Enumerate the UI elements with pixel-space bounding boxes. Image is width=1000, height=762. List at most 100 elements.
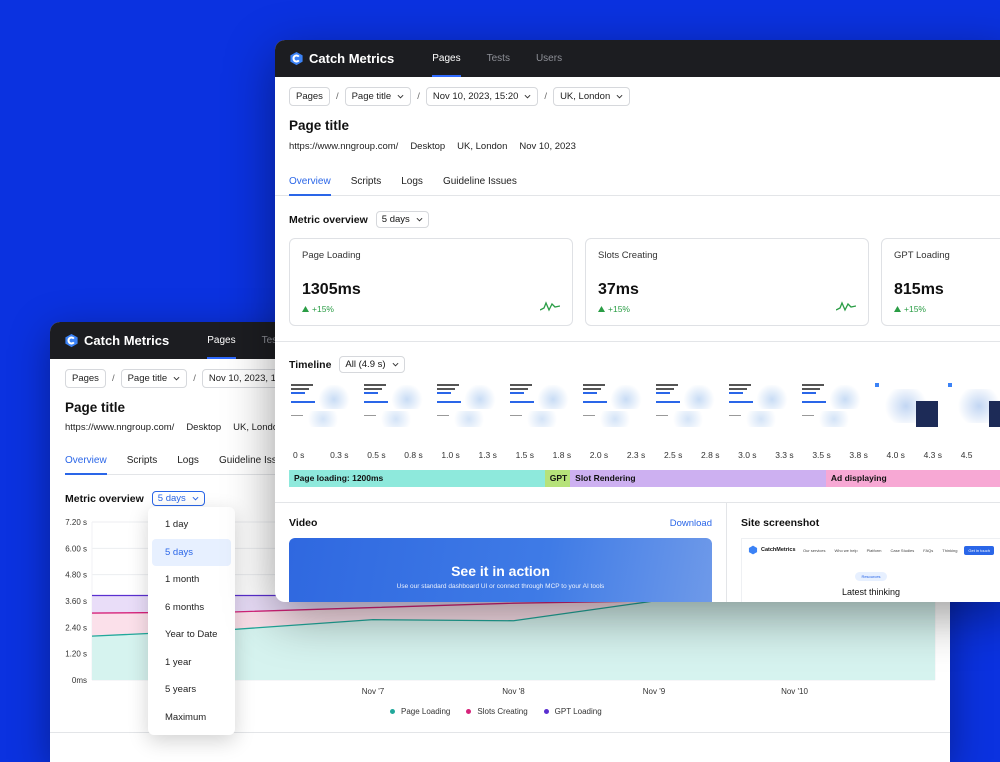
tab-overview[interactable]: Overview (65, 455, 107, 475)
x-tick-label: Nov '7 (362, 687, 385, 696)
video-player[interactable]: See it in action Use our standard dashbo… (289, 538, 712, 602)
download-link[interactable]: Download (669, 517, 712, 529)
filmstrip-frame[interactable] (435, 381, 502, 437)
breadcrumb-page-select[interactable]: Page title (120, 369, 188, 388)
breadcrumb-pages[interactable]: Pages (65, 369, 106, 388)
breadcrumb-location-select[interactable]: UK, London (553, 87, 631, 106)
catch-metrics-logo-icon (65, 333, 78, 348)
legend-page-loading: Page Loading (390, 707, 450, 716)
tab-guideline-issues[interactable]: Guideline Issues (442, 176, 517, 187)
nav-tests[interactable]: Tests (486, 53, 510, 64)
video-hero-subtitle: Use our standard dashboard UI or connect… (396, 583, 605, 590)
metric-card-slots-creating[interactable]: Slots Creating 37ms +15% (585, 238, 869, 326)
metric-overview-header: Metric overview 5 days (289, 211, 1000, 228)
chevron-down-icon (616, 94, 623, 99)
timeline-section: Timeline All (4.9 s) 0 s 0.3 s 0.5 s 0.8 s 1… (275, 341, 1000, 487)
page-device: Desktop (186, 422, 222, 433)
nav-users[interactable]: Users (535, 53, 563, 64)
site-brand: CatchMetrics (761, 547, 796, 553)
filmstrip-frame[interactable] (946, 381, 1000, 437)
tab-logs[interactable]: Logs (401, 176, 423, 187)
filmstrip-frame[interactable] (508, 381, 575, 437)
phase-ad-displaying[interactable]: Ad displaying (825, 470, 1000, 487)
metric-card-value: 815ms (894, 281, 944, 298)
metric-card-value: 1305ms (302, 281, 361, 298)
tab-scripts[interactable]: Scripts (126, 455, 158, 466)
tab-guideline-issues[interactable]: Guideline Issues (218, 455, 293, 466)
phase-slot-rendering[interactable]: Slot Rendering (570, 470, 826, 487)
timeline-tick: 1.3 s (478, 450, 497, 460)
chevron-down-icon (397, 94, 404, 99)
nav-tests[interactable]: Tests (261, 335, 285, 346)
filmstrip-frame[interactable] (289, 381, 356, 437)
brand-name: Catch Metrics (309, 51, 395, 66)
y-tick-label: 6.00 s (65, 544, 87, 553)
range-option-5-years[interactable]: 5 years (165, 684, 197, 695)
timeline-label: Timeline (289, 358, 332, 371)
page-location: UK, London (457, 141, 508, 152)
timeline-filter-select[interactable]: All (4.9 s) (339, 356, 405, 373)
tab-overview[interactable]: Overview (289, 176, 331, 196)
filmstrip-frame[interactable] (727, 381, 794, 437)
filmstrip-frame[interactable] (362, 381, 429, 437)
chevron-down-icon (392, 362, 398, 367)
brand[interactable]: Catch Metrics (289, 51, 394, 66)
page-tabs: Overview Scripts Logs Guideline Issues (275, 176, 1000, 196)
metric-card-value: 37ms (598, 281, 639, 298)
filmstrip-frame[interactable] (800, 381, 867, 437)
timeline-header: Timeline All (4.9 s) (289, 356, 1000, 373)
timeline-tick: 0.8 s (404, 450, 423, 460)
bottom-panels: Video Download See it in action Use our … (275, 502, 1000, 602)
brand[interactable]: Catch Metrics (64, 333, 169, 348)
range-select[interactable]: 5 days (375, 211, 429, 228)
range-option-5-days[interactable]: 5 days (152, 538, 231, 566)
timeline-tick: 3.0 s (738, 450, 757, 460)
metric-cards: Page Loading 1305ms +15% Slots Creating … (289, 238, 1000, 326)
video-label: Video (289, 517, 318, 529)
phase-page-loading[interactable]: Page loading: 1200ms (289, 470, 545, 487)
range-option-1-year[interactable]: 1 year (165, 656, 192, 668)
site-screenshot-label: Site screenshot (741, 517, 820, 529)
timeline-filter-value: All (4.9 s) (345, 359, 386, 370)
y-tick-label: 4.80 s (65, 571, 87, 580)
range-select[interactable]: 5 days (151, 491, 205, 506)
timeline-ticks: 0 s 0.3 s 0.5 s 0.8 s 1.0 s 1.3 s 1.5 s 1.8 s 2.… (289, 450, 1000, 460)
metric-card-delta: +15% (302, 304, 560, 314)
site-screenshot-image[interactable]: CatchMetrics Our services Who we help Plat… (741, 538, 1000, 602)
legend-slots-creating: Slots Creating (466, 707, 528, 716)
tab-logs[interactable]: Logs (177, 455, 199, 466)
timeline-tick: 4.3 s (923, 450, 943, 460)
metric-card-page-loading[interactable]: Page Loading 1305ms +15% (289, 238, 573, 326)
timeline-tick: 1.0 s (441, 450, 460, 460)
brand-name: Catch Metrics (84, 333, 170, 348)
y-tick-label: 7.20 s (65, 518, 87, 527)
site-cta: Get in touch (964, 545, 994, 555)
range-option-1-day[interactable]: 1 day (165, 519, 189, 530)
filmstrip-frame[interactable] (873, 381, 940, 437)
metric-card-label: Page Loading (302, 250, 361, 261)
nav-pages[interactable]: Pages (207, 322, 236, 359)
phase-gpt[interactable]: GPT (544, 470, 571, 487)
range-option-1-month[interactable]: 1 month (165, 574, 200, 585)
breadcrumb-page-select[interactable]: Page title (344, 87, 412, 106)
breadcrumb-date-select[interactable]: Nov 10, 2023, 15:20 (425, 87, 539, 106)
y-tick-label: 2.40 s (65, 623, 87, 632)
filmstrip-frame[interactable] (581, 381, 648, 437)
metric-card-label: GPT Loading (894, 250, 950, 261)
y-tick-label: 1.20 s (65, 650, 87, 659)
metric-card-gpt-loading[interactable]: GPT Loading 815ms +15% (881, 238, 1000, 326)
trend-up-icon (894, 306, 901, 312)
page-meta: https://www.nngroup.com/ Desktop UK, Lon… (65, 422, 935, 433)
filmstrip-frame[interactable] (654, 381, 721, 437)
page-url: https://www.nngroup.com/ (289, 141, 399, 152)
range-option-maximum[interactable]: Maximum (165, 711, 207, 723)
breadcrumb-pages[interactable]: Pages (289, 87, 330, 106)
range-dropdown-menu: 1 day 5 days 1 month 6 months Year to Da… (148, 507, 235, 735)
nav-pages[interactable]: Pages (432, 40, 461, 77)
metric-overview-label: Metric overview (65, 492, 144, 505)
timeline-tick: 3.8 s (849, 450, 868, 460)
tab-scripts[interactable]: Scripts (350, 176, 382, 187)
range-option-6-months[interactable]: 6 months (165, 601, 205, 613)
chevron-down-icon (192, 496, 199, 501)
range-option-year-to-date[interactable]: Year to Date (165, 629, 218, 640)
